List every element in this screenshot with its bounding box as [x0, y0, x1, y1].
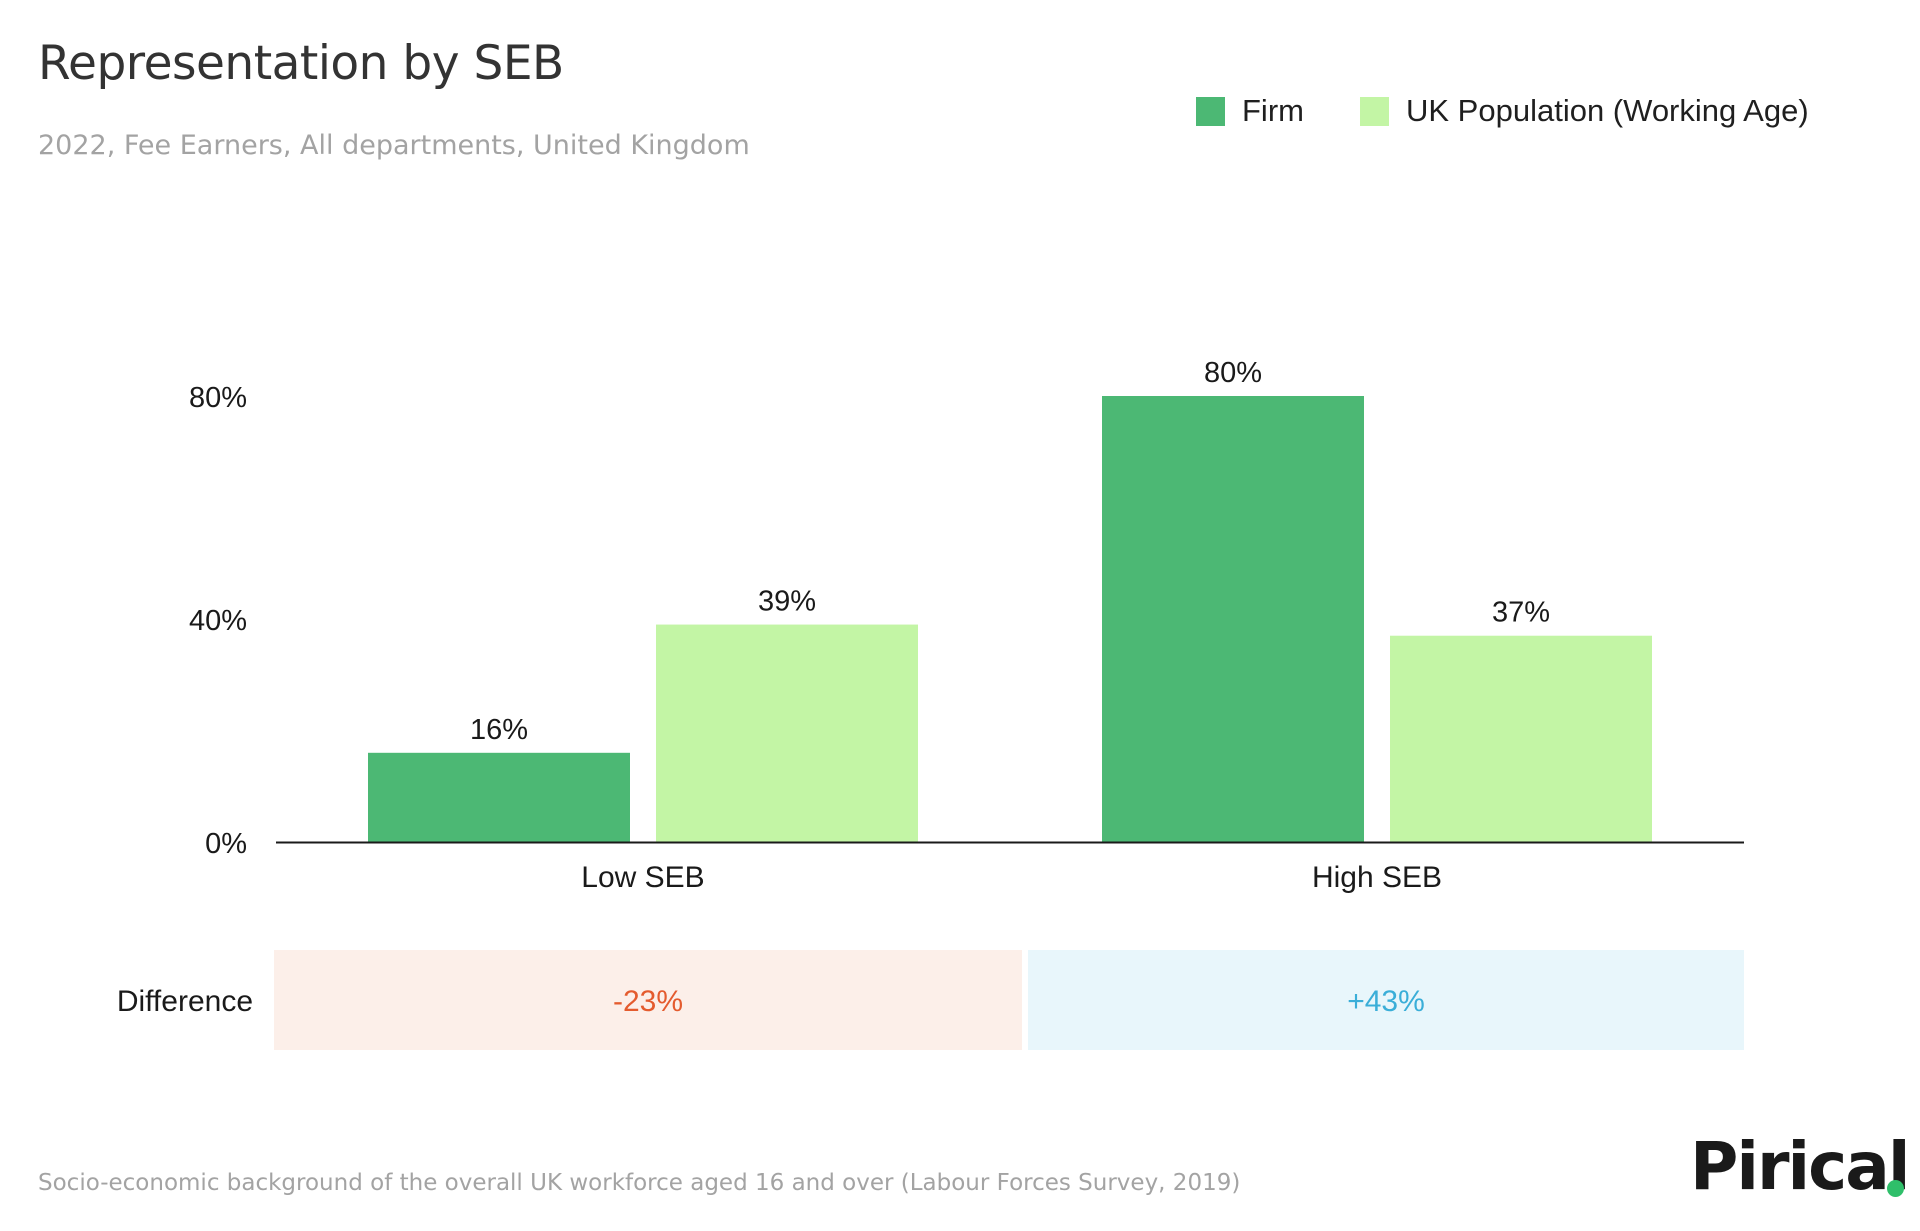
data-label: 16% [470, 714, 528, 746]
y-tick-label: 40% [189, 605, 247, 637]
bar-firm-low-seb [368, 752, 630, 842]
data-label: 37% [1492, 597, 1550, 629]
chart-title: Representation by SEB [38, 36, 564, 91]
difference-cell-low-seb [274, 950, 1022, 1050]
y-tick-label: 80% [189, 382, 247, 414]
data-label: 39% [758, 586, 816, 618]
difference-row-label: Difference [117, 985, 253, 1018]
data-label: 80% [1204, 357, 1262, 389]
legend-swatch-population [1360, 96, 1389, 126]
x-tick-label: High SEB [1312, 861, 1442, 894]
footnote: Socio-economic background of the overall… [38, 1170, 1241, 1196]
chart-subtitle: 2022, Fee Earners, All departments, Unit… [38, 130, 750, 161]
legend-swatch-firm [1196, 96, 1225, 126]
legend-label-population: UK Population (Working Age) [1406, 93, 1809, 128]
legend-item-population: UK Population (Working Age) [1360, 93, 1809, 129]
y-tick-label: 0% [205, 828, 247, 860]
bar-firm-high-seb [1102, 396, 1364, 842]
bar-population-low-seb [656, 624, 918, 842]
pirical-logo: Pirical [1690, 1128, 1910, 1205]
difference-cell-high-seb [1028, 950, 1744, 1050]
legend-label-firm: Firm [1242, 93, 1304, 128]
x-tick-label: Low SEB [581, 861, 704, 894]
logo-dot-icon [1887, 1180, 1904, 1197]
bar-population-high-seb [1390, 635, 1652, 842]
legend-item-firm: Firm [1196, 93, 1304, 129]
difference-value: +43% [1347, 985, 1425, 1018]
difference-value: -23% [613, 985, 683, 1018]
